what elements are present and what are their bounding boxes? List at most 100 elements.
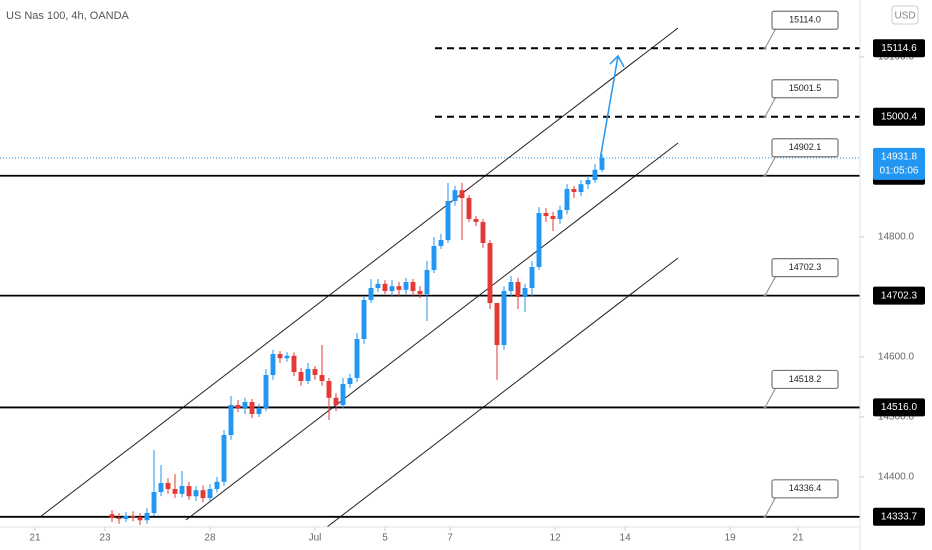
callout-box xyxy=(771,369,839,390)
candle-body xyxy=(522,288,528,298)
candle-body xyxy=(144,513,150,521)
callout-box xyxy=(771,258,839,278)
candle-body xyxy=(508,282,514,292)
candle-body xyxy=(501,291,507,346)
candle-body xyxy=(487,243,493,304)
candle-body xyxy=(137,517,143,521)
callout-text: 15114.0 xyxy=(789,15,821,25)
callout-anchor xyxy=(763,405,767,409)
candle-body xyxy=(221,435,227,482)
y-tick-label: 14600.0 xyxy=(878,352,915,363)
candle-body xyxy=(305,369,311,382)
candle-body xyxy=(424,270,430,295)
candle-body xyxy=(571,189,577,193)
candle-body xyxy=(396,286,402,290)
currency-box[interactable] xyxy=(891,5,919,25)
candle-body xyxy=(459,190,465,199)
candle-body xyxy=(431,246,437,271)
candle-body xyxy=(333,397,339,406)
callout-anchor xyxy=(763,294,767,298)
callout-box xyxy=(771,79,839,99)
candle-body xyxy=(417,291,423,295)
candle-body xyxy=(326,381,332,398)
candle-body xyxy=(515,282,521,298)
candle-body xyxy=(109,514,115,518)
candle-body xyxy=(452,190,458,202)
candle-body xyxy=(340,384,346,406)
candle-body xyxy=(242,402,248,409)
level-price-box xyxy=(873,507,925,526)
candle-body xyxy=(375,283,381,289)
x-tick-label: 23 xyxy=(99,533,111,544)
candle-body xyxy=(179,486,185,494)
callout-pointer xyxy=(764,28,777,49)
candle-body xyxy=(347,378,353,385)
channel-line xyxy=(326,257,679,528)
callout-pointer xyxy=(764,496,777,518)
channel-line xyxy=(185,142,679,521)
candle-body xyxy=(158,483,164,493)
candle-body xyxy=(193,490,199,497)
axes: 14400.014500.014600.014800.015100.021232… xyxy=(29,39,925,544)
candle-body xyxy=(557,210,563,220)
callout-text: 14902.1 xyxy=(789,142,822,152)
level-price-label: 15000.4 xyxy=(881,111,918,122)
last-price-box xyxy=(873,147,925,180)
candle-body xyxy=(543,213,549,217)
x-tick-label: 21 xyxy=(792,533,804,544)
candle-body xyxy=(151,492,157,514)
candle-body xyxy=(130,516,136,518)
x-tick-label: 28 xyxy=(204,533,216,544)
candle-body xyxy=(438,240,444,247)
candle-body xyxy=(473,219,479,223)
candle-body xyxy=(403,282,409,290)
level-price-box xyxy=(873,286,925,305)
callout-text: 14518.2 xyxy=(789,374,822,384)
x-tick-label: 7 xyxy=(447,533,453,544)
callout-box xyxy=(771,138,839,158)
candle-body xyxy=(564,189,570,211)
candle-body xyxy=(214,481,220,490)
callout-anchor xyxy=(763,46,767,50)
callout-pointer xyxy=(764,387,777,408)
level-price-box xyxy=(873,398,925,417)
callout-pointer xyxy=(764,155,777,176)
candle-body xyxy=(256,408,262,415)
candle-body xyxy=(536,213,542,268)
candle-body xyxy=(550,216,556,220)
candle-body xyxy=(263,375,269,409)
level-price-label: 15114.6 xyxy=(881,43,917,54)
x-tick-label: 5 xyxy=(382,533,388,544)
candle-body xyxy=(186,486,192,497)
candle-body xyxy=(235,405,241,409)
currency: USD xyxy=(894,11,915,22)
projection-arrow xyxy=(599,55,619,161)
candle-body xyxy=(578,184,584,193)
candle-body xyxy=(466,198,472,220)
candle-body xyxy=(592,169,598,181)
callout-anchor xyxy=(763,115,767,119)
candle-body xyxy=(277,354,283,359)
candle-body xyxy=(319,375,325,382)
candle-body xyxy=(228,405,234,436)
candle-body xyxy=(389,286,395,292)
callout-anchor xyxy=(763,515,767,519)
level-price-box xyxy=(873,39,925,58)
candle-body xyxy=(410,282,416,292)
candle-body xyxy=(172,489,178,494)
candle-body xyxy=(368,288,374,301)
candle-body xyxy=(249,402,255,415)
candle-body xyxy=(298,372,304,382)
candle-body xyxy=(200,490,206,499)
callout-pointer xyxy=(764,96,777,118)
candle-body xyxy=(312,369,318,376)
callout-pointer xyxy=(764,275,777,296)
candle-body xyxy=(382,283,388,292)
candle-body xyxy=(494,303,500,346)
candles xyxy=(109,154,605,526)
channel-line xyxy=(39,27,679,518)
arrow-head xyxy=(609,54,625,68)
x-tick-label: 21 xyxy=(29,533,41,544)
candle-body xyxy=(123,516,129,520)
candle-body xyxy=(445,201,451,241)
